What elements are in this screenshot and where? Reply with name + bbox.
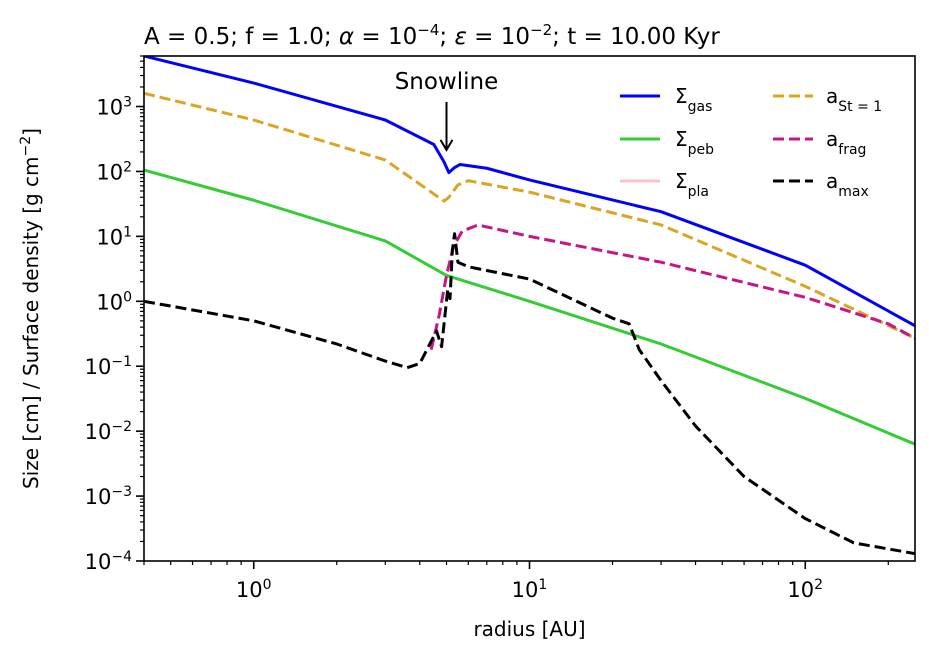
series-line-frag — [429, 223, 915, 350]
y-tick-exp: −1 — [111, 354, 132, 370]
x-tick-base: 10 — [236, 578, 263, 602]
y-tick-label: 10−4 — [85, 549, 132, 574]
y-tick-exp: 2 — [123, 159, 132, 175]
legend-label-sub: frag — [838, 142, 866, 158]
title-part: = 10 — [354, 24, 417, 50]
y-tick-exp: −2 — [111, 419, 132, 435]
legend-label-sub: St = 1 — [838, 99, 882, 115]
series-line-St1 — [144, 91, 915, 340]
title-part: ; — [439, 24, 454, 50]
x-tick-base: 10 — [512, 578, 539, 602]
y-tick-base: 10 — [85, 485, 112, 509]
title-sup: −4 — [417, 21, 439, 39]
legend-label-max: amax — [826, 169, 869, 200]
x-tick-label: 100 — [236, 577, 272, 602]
x-tick-label: 101 — [512, 577, 548, 602]
y-tick-base: 10 — [96, 96, 123, 120]
annotation-arrow-head — [439, 139, 454, 152]
y-tick-exp: 0 — [123, 289, 132, 305]
ylabel-part: Size [cm] / Surface density [g cm — [19, 156, 43, 489]
y-tick-base: 10 — [96, 160, 123, 184]
y-tick-label: 100 — [96, 289, 132, 314]
legend-label-gas: Σgas — [675, 84, 712, 115]
title-sup: −2 — [530, 21, 552, 39]
y-tick-label: 102 — [96, 159, 132, 184]
series-line-gas — [144, 56, 915, 328]
y-tick-exp: −4 — [111, 549, 132, 565]
x-tick-label: 102 — [787, 577, 823, 602]
chart-title: A = 0.5; f = 1.0; α = 10−4; ε = 10−2; t … — [144, 21, 720, 50]
y-tick-exp: 1 — [123, 224, 132, 240]
y-tick-label: 10−1 — [85, 354, 132, 379]
legend-label-sub: max — [838, 184, 869, 200]
legend-label-main: Σ — [675, 127, 688, 151]
legend-label-frag: afrag — [826, 127, 866, 158]
legend-label-main: Σ — [675, 169, 688, 193]
legend-label-sub: peb — [688, 142, 715, 158]
title-part: A = 0.5; f = 1.0; — [144, 24, 339, 50]
y-tick-label: 101 — [96, 224, 132, 249]
y-axis-label: Size [cm] / Surface density [g cm−2] — [18, 128, 43, 489]
legend-label-peb: Σpeb — [675, 127, 714, 158]
annotations: Snowline — [395, 69, 499, 152]
x-tick-exp: 2 — [814, 577, 823, 593]
legend-label-main: a — [826, 127, 838, 151]
y-tick-base: 10 — [85, 550, 112, 574]
y-tick-label: 10−3 — [85, 484, 132, 509]
title-part: = 10 — [467, 24, 530, 50]
title-part: α — [339, 24, 354, 50]
plot-frame — [143, 55, 916, 562]
legend-label-main: a — [826, 169, 838, 193]
y-tick-base: 10 — [85, 355, 112, 379]
x-axis-label: radius [AU] — [473, 617, 585, 641]
legend-label-main: Σ — [675, 84, 688, 108]
series-lines — [144, 56, 915, 556]
y-tick-base: 10 — [96, 290, 123, 314]
y-tick-base: 10 — [96, 225, 123, 249]
x-tick-exp: 0 — [263, 577, 272, 593]
title-text: A = 0.5; f = 1.0; α = 10−4; ε = 10−2; t … — [144, 21, 720, 50]
legend-label-St1: aSt = 1 — [826, 84, 882, 115]
y-tick-exp: 3 — [123, 95, 132, 111]
legend-label-sub: gas — [688, 99, 713, 115]
x-axis: 100 101 102 — [143, 561, 889, 602]
x-tick-base: 10 — [787, 578, 814, 602]
series-line-max — [144, 232, 915, 556]
legend-label-pla: Σpla — [675, 169, 709, 200]
x-tick-exp: 1 — [538, 577, 547, 593]
y-tick-label: 10−2 — [85, 419, 132, 444]
series-line-peb — [144, 168, 915, 446]
ylabel-part: ] — [19, 128, 43, 136]
title-part: ; t = 10.00 Kyr — [552, 24, 720, 50]
title-part: ε — [454, 24, 466, 50]
y-tick-base: 10 — [85, 420, 112, 444]
legend-label-sub: pla — [688, 184, 709, 200]
annotation-text: Snowline — [395, 69, 499, 95]
legend-label-main: a — [826, 84, 838, 108]
y-tick-label: 103 — [96, 95, 132, 120]
y-tick-exp: −3 — [111, 484, 132, 500]
ylabel-sup: −2 — [18, 136, 34, 157]
